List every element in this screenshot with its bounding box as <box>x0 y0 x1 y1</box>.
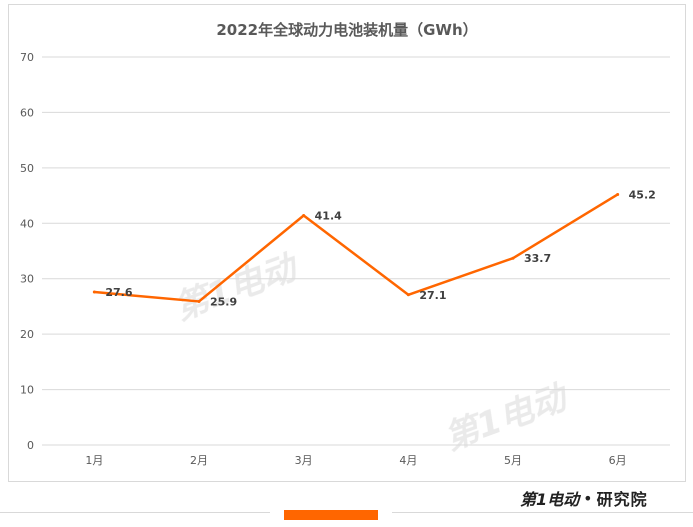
x-tick-label: 6月 <box>609 454 627 467</box>
data-label: 27.1 <box>419 289 446 302</box>
data-label: 27.6 <box>105 286 132 299</box>
data-point <box>406 293 410 297</box>
x-axis-ticks: 1月 2月 3月 4月 5月 6月 <box>85 454 626 467</box>
chart-frame: 2022年全球动力电池装机量（GWh） <box>8 4 686 482</box>
y-tick-label: 30 <box>20 273 34 286</box>
brand-separator: • <box>583 488 593 508</box>
data-label: 33.7 <box>524 252 551 265</box>
data-point <box>197 299 201 303</box>
data-label: 45.2 <box>629 188 656 201</box>
brand-name: 研究院 <box>596 490 648 509</box>
y-tick-label: 60 <box>20 106 34 119</box>
x-tick-label: 4月 <box>399 454 417 467</box>
x-tick-label: 5月 <box>504 454 522 467</box>
data-label: 25.9 <box>210 295 237 308</box>
x-tick-label: 2月 <box>190 454 208 467</box>
x-tick-label: 3月 <box>295 454 313 467</box>
brand-logo: 第1电动 • 研究院 <box>520 486 648 510</box>
footer-accent-bar <box>284 510 378 520</box>
chart-title: 2022年全球动力电池装机量（GWh） <box>216 21 478 39</box>
watermark-logo: 第1电动 <box>169 247 305 329</box>
y-tick-label: 70 <box>20 51 34 64</box>
data-point <box>302 214 306 218</box>
data-point <box>92 290 96 294</box>
gridlines <box>42 56 670 446</box>
watermark-logo: 第1电动 <box>439 377 575 459</box>
data-labels: 27.6 25.9 41.4 27.1 33.7 45.2 <box>105 188 655 308</box>
y-tick-label: 50 <box>20 162 34 175</box>
y-axis-ticks: 0 10 20 30 40 50 60 70 <box>20 51 34 452</box>
series-line <box>93 193 619 303</box>
y-tick-label: 40 <box>20 217 34 230</box>
data-point <box>616 192 620 196</box>
y-tick-label: 10 <box>20 384 34 397</box>
data-label: 41.4 <box>315 210 342 223</box>
footer-divider-right <box>392 512 693 513</box>
y-tick-label: 20 <box>20 328 34 341</box>
series-layer <box>92 192 620 303</box>
brand-logo-mark: 第1电动 <box>520 490 580 509</box>
data-point <box>511 256 515 260</box>
footer-divider-left <box>0 512 270 513</box>
x-tick-label: 1月 <box>85 454 103 467</box>
y-tick-label: 0 <box>27 439 34 452</box>
